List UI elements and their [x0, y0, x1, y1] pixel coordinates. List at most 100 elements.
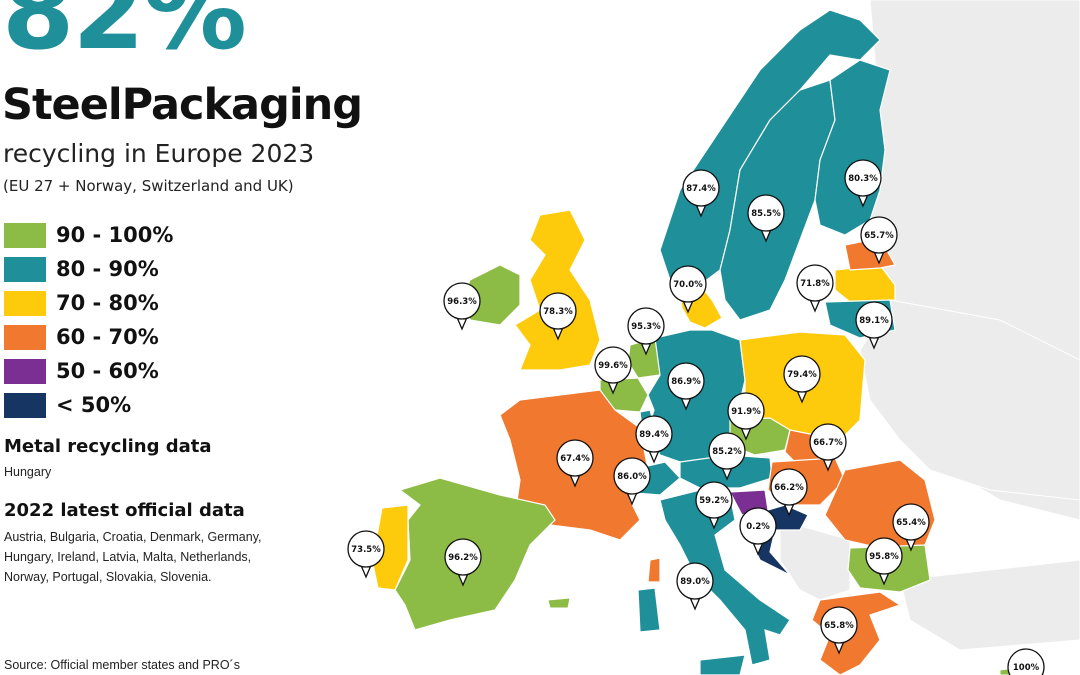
callout-bubble — [727, 392, 765, 430]
callout-joint — [570, 470, 580, 474]
callout-joint — [784, 499, 794, 503]
callout-joint — [627, 488, 637, 492]
callout-joint — [753, 538, 763, 542]
callout-joint — [553, 323, 563, 327]
legend-swatch — [4, 256, 46, 282]
map-callout-germany: 86.9% — [667, 362, 705, 411]
map-callout-luxembourg: 89.4% — [635, 415, 673, 464]
metal-recycling-countries: Hungary — [4, 465, 52, 479]
callout-joint — [649, 446, 659, 450]
map-callout-belgium: 99.6% — [594, 346, 632, 395]
region-norway — [659, 9, 881, 286]
callout-joint — [879, 568, 889, 572]
callout-value-netherlands: 95.3% — [631, 322, 661, 332]
legend-item: 70 - 80% — [4, 289, 159, 317]
callout-joint — [696, 200, 706, 204]
callout-value-romania: 65.4% — [896, 518, 926, 528]
callout-bubble — [627, 307, 665, 345]
callout-bubble — [708, 432, 746, 470]
callout-value-germany: 86.9% — [671, 377, 701, 387]
callout-bubble — [695, 481, 733, 519]
region-turkey — [899, 559, 1080, 651]
map-callout-france: 67.4% — [556, 439, 594, 488]
official-data-heading: 2022 latest official data — [4, 500, 245, 521]
map-callout-poland: 79.4% — [783, 355, 821, 404]
legend-item: 90 - 100% — [4, 221, 173, 249]
legend-swatch — [4, 222, 46, 248]
callout-value-greece: 65.8% — [824, 621, 854, 631]
callout-value-bulgaria: 95.8% — [869, 552, 899, 562]
callout-value-denmark: 70.0% — [673, 280, 703, 290]
legend-item: < 50% — [4, 391, 131, 419]
official-data-countries-2: Hungary, Ireland, Latvia, Malta, Netherl… — [4, 550, 252, 564]
map-callout-denmark: 70.0% — [669, 265, 707, 314]
map-callout-czechia: 91.9% — [727, 392, 765, 441]
callout-bubble — [669, 265, 707, 303]
callout-value-poland: 79.4% — [787, 370, 817, 380]
map-callout-slovakia: 66.7% — [809, 423, 847, 472]
callout-bubble — [347, 530, 385, 568]
map-callout-bulgaria: 95.8% — [865, 537, 903, 586]
map-callout-switzerland: 86.0% — [613, 457, 651, 506]
map-callout-slovenia: 59.2% — [695, 481, 733, 530]
region-corsica — [647, 557, 661, 583]
callout-joint — [834, 637, 844, 641]
callout-bubble — [783, 355, 821, 393]
legend-label: 70 - 80% — [56, 291, 159, 315]
map-callout-uk: 78.3% — [539, 292, 577, 341]
callout-value-lithuania: 89.1% — [859, 316, 889, 326]
callout-joint — [641, 338, 651, 342]
callout-bubble — [865, 537, 903, 575]
callout-bubble — [635, 415, 673, 453]
legend-swatch — [4, 358, 46, 384]
legend-label: 60 - 70% — [56, 325, 159, 349]
callout-joint — [761, 225, 771, 229]
callout-bubble — [770, 468, 808, 506]
callout-joint — [457, 313, 467, 317]
legend-swatch — [4, 324, 46, 350]
map-callout-romania: 65.4% — [892, 503, 930, 552]
callout-joint — [823, 454, 833, 458]
callout-value-switzerland: 86.0% — [617, 472, 647, 482]
callout-joint — [797, 386, 807, 390]
map-callout-spain: 96.2% — [444, 538, 482, 587]
callout-value-cyprus: 100% — [1013, 663, 1040, 673]
map-callout-ireland: 96.3% — [443, 282, 481, 331]
callout-bubble — [667, 362, 705, 400]
legend-item: 80 - 90% — [4, 255, 159, 283]
callout-value-hungary: 66.2% — [774, 483, 804, 493]
official-data-countries-3: Norway, Portugal, Slovakia, Slovenia. — [4, 570, 212, 584]
map-callout-austria: 85.2% — [708, 432, 746, 481]
map-callout-hungary: 66.2% — [770, 468, 808, 517]
source-note: Source: Official member states and PRO´s — [4, 658, 240, 672]
region-uk — [514, 209, 601, 371]
callout-joint — [906, 534, 916, 538]
callout-value-estonia: 71.8% — [800, 279, 830, 289]
callout-bubble — [443, 282, 481, 320]
callout-value-slovakia: 66.7% — [813, 438, 843, 448]
map-callout-latvia: 65.7% — [860, 216, 898, 265]
callout-value-sweden: 85.5% — [751, 209, 781, 219]
map-callout-greece: 65.8% — [820, 606, 858, 655]
callout-bubble — [820, 606, 858, 644]
callout-bubble — [682, 169, 720, 207]
callout-value-uk: 78.3% — [543, 307, 573, 317]
scope-note: (EU 27 + Norway, Switzerland and UK) — [3, 177, 294, 195]
region-belarus-ukraine — [859, 299, 1080, 501]
callout-value-slovenia: 59.2% — [699, 496, 729, 506]
callout-bubble — [860, 216, 898, 254]
legend-label: < 50% — [56, 393, 132, 417]
callout-bubble — [892, 503, 930, 541]
callout-bubble — [539, 292, 577, 330]
legend-label: 50 - 60% — [56, 359, 159, 383]
map-callout-portugal: 73.5% — [347, 530, 385, 579]
callout-value-italy: 89.0% — [680, 577, 710, 587]
callout-joint — [869, 332, 879, 336]
callout-joint — [458, 569, 468, 573]
region-sardinia — [637, 587, 661, 633]
callout-joint — [361, 561, 371, 565]
callout-bubble — [613, 457, 651, 495]
callout-value-austria: 85.2% — [712, 447, 742, 457]
callout-joint — [608, 377, 618, 381]
